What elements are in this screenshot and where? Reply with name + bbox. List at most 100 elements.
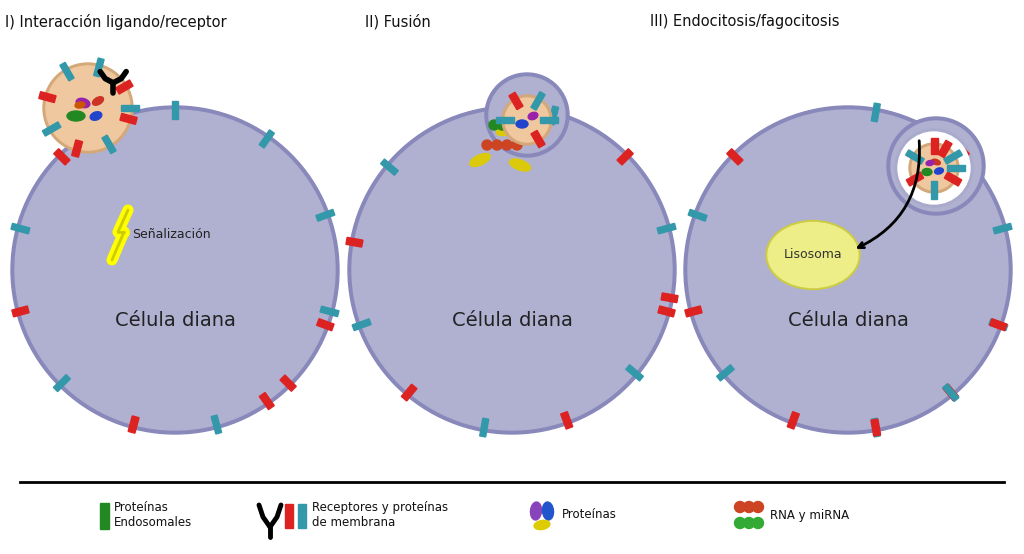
Circle shape	[489, 120, 499, 130]
Circle shape	[492, 140, 502, 150]
Circle shape	[743, 517, 755, 529]
Circle shape	[502, 95, 552, 145]
FancyArrow shape	[509, 93, 523, 110]
FancyArrow shape	[72, 140, 83, 157]
FancyArrow shape	[989, 319, 1007, 331]
FancyBboxPatch shape	[298, 504, 306, 528]
FancyArrow shape	[102, 135, 116, 153]
FancyArrow shape	[993, 223, 1012, 234]
FancyArrow shape	[617, 148, 633, 165]
FancyArrow shape	[172, 101, 178, 119]
Circle shape	[891, 121, 981, 211]
Text: II) Fusión: II) Fusión	[365, 14, 431, 29]
FancyArrow shape	[953, 148, 970, 165]
Ellipse shape	[528, 112, 538, 120]
FancyArrow shape	[685, 306, 702, 317]
Ellipse shape	[530, 502, 542, 520]
FancyArrow shape	[93, 58, 104, 77]
Circle shape	[497, 120, 507, 130]
FancyArrow shape	[947, 165, 965, 171]
Circle shape	[482, 140, 492, 150]
FancyArrow shape	[321, 306, 339, 317]
FancyArrow shape	[662, 293, 678, 302]
Circle shape	[895, 129, 973, 207]
Ellipse shape	[932, 159, 940, 165]
FancyArrow shape	[871, 419, 881, 436]
FancyArrow shape	[561, 412, 572, 429]
Text: I) Interacción ligando/receptor: I) Interacción ligando/receptor	[5, 14, 226, 30]
Ellipse shape	[76, 98, 90, 107]
Text: Célula diana: Célula diana	[452, 310, 572, 330]
Ellipse shape	[75, 102, 85, 108]
FancyArrow shape	[944, 172, 962, 186]
Ellipse shape	[470, 153, 490, 167]
Circle shape	[887, 117, 985, 215]
Circle shape	[912, 146, 956, 190]
FancyArrow shape	[315, 209, 335, 221]
Ellipse shape	[926, 161, 934, 166]
Text: Señalización: Señalización	[132, 228, 211, 242]
FancyArrow shape	[401, 384, 417, 401]
Circle shape	[753, 517, 764, 529]
FancyArrow shape	[906, 172, 924, 186]
FancyArrow shape	[787, 412, 800, 429]
FancyArrow shape	[59, 63, 74, 81]
FancyArrow shape	[531, 130, 545, 148]
Text: Proteínas: Proteínas	[562, 509, 616, 521]
Text: Proteínas
Endosomales: Proteínas Endosomales	[114, 501, 193, 529]
Ellipse shape	[90, 112, 101, 120]
FancyArrow shape	[496, 117, 514, 123]
FancyArrow shape	[381, 159, 398, 175]
Ellipse shape	[92, 97, 103, 105]
Text: RNA y miRNA: RNA y miRNA	[770, 509, 849, 521]
Ellipse shape	[516, 120, 528, 128]
FancyArrow shape	[346, 237, 362, 247]
FancyArrow shape	[120, 114, 137, 124]
Circle shape	[505, 98, 549, 142]
FancyArrow shape	[548, 106, 559, 125]
FancyBboxPatch shape	[285, 504, 293, 528]
Ellipse shape	[935, 168, 943, 174]
Circle shape	[46, 66, 130, 150]
Circle shape	[43, 63, 133, 153]
Ellipse shape	[67, 111, 85, 121]
Ellipse shape	[510, 159, 530, 171]
FancyArrow shape	[316, 319, 334, 331]
FancyArrow shape	[530, 91, 545, 110]
FancyArrow shape	[352, 319, 371, 331]
FancyArrow shape	[259, 130, 274, 148]
FancyBboxPatch shape	[100, 503, 109, 529]
FancyArrow shape	[938, 140, 952, 158]
FancyArrow shape	[11, 223, 30, 234]
FancyArrow shape	[259, 392, 274, 409]
FancyArrow shape	[943, 384, 958, 402]
FancyArrow shape	[121, 105, 139, 111]
Circle shape	[734, 517, 745, 529]
FancyArrow shape	[989, 319, 1008, 331]
Ellipse shape	[768, 223, 858, 288]
FancyArrow shape	[727, 148, 743, 165]
FancyArrow shape	[905, 150, 925, 164]
FancyArrow shape	[280, 375, 296, 391]
Text: Célula diana: Célula diana	[115, 310, 236, 330]
Ellipse shape	[543, 502, 554, 520]
Circle shape	[898, 132, 970, 204]
FancyArrow shape	[42, 122, 60, 136]
FancyArrow shape	[688, 209, 708, 221]
FancyArrow shape	[657, 223, 676, 234]
FancyArrow shape	[12, 306, 29, 317]
Circle shape	[489, 77, 565, 153]
Circle shape	[512, 140, 522, 150]
Ellipse shape	[497, 125, 518, 136]
Circle shape	[909, 143, 959, 193]
Text: Receptores y proteínas
de membrana: Receptores y proteínas de membrana	[312, 501, 449, 529]
FancyArrow shape	[931, 138, 938, 154]
FancyArrow shape	[39, 91, 56, 102]
FancyArrow shape	[931, 181, 937, 199]
FancyArrow shape	[944, 150, 963, 164]
FancyArrow shape	[540, 117, 558, 123]
Text: III) Endocitosis/fagocitosis: III) Endocitosis/fagocitosis	[650, 14, 840, 29]
FancyArrow shape	[211, 415, 221, 434]
Circle shape	[502, 140, 512, 150]
Text: Célula diana: Célula diana	[787, 310, 908, 330]
